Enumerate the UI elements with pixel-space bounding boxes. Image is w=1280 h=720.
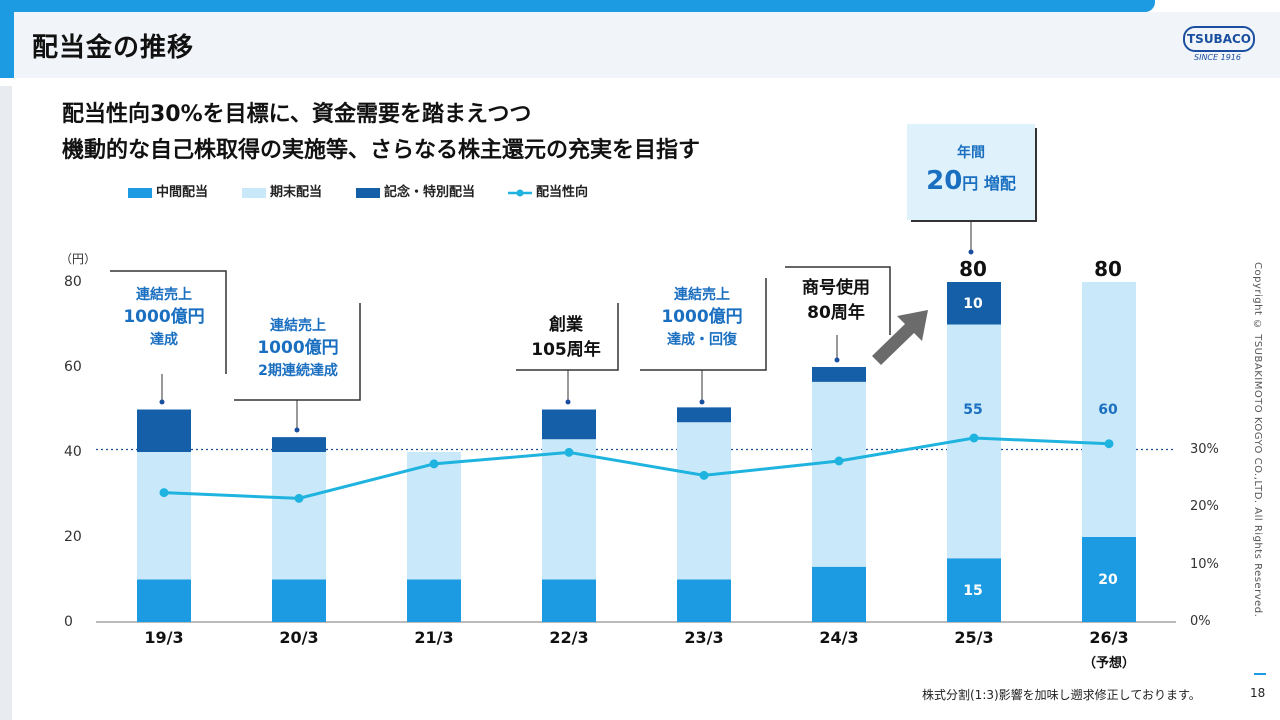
- y2-tick-10: 10%: [1190, 557, 1219, 572]
- legend-item-final: 期末配当: [242, 181, 322, 200]
- x-label-26-3: 26/3: [1089, 628, 1129, 647]
- bar-26-3-series-1: [1082, 282, 1136, 537]
- payout-ratio-point-26-3: [1104, 439, 1114, 449]
- y-axis-unit: （円）: [60, 252, 97, 266]
- note-bracket-2: [516, 303, 619, 371]
- x-label-24-3: 24/3: [819, 628, 859, 647]
- callout-leader-dot: [968, 249, 974, 255]
- bar-22-3-series-0: [542, 579, 596, 622]
- callout-box-corner: [911, 128, 1037, 222]
- company-logo: TSUBACO: [1183, 26, 1255, 52]
- segment-label-26-3-final: 60: [1098, 402, 1118, 418]
- y-tick-20: 20: [64, 529, 82, 545]
- bar-19-3-series-0: [137, 579, 191, 622]
- company-logo-sub: SINCE 1916: [1194, 53, 1241, 62]
- note-bracket-1: [234, 303, 361, 401]
- legend-item-interim: 中間配当: [128, 181, 208, 200]
- header-accent: [0, 12, 14, 78]
- bar-23-3-series-2: [677, 407, 731, 423]
- bar-19-3-series-1: [137, 452, 191, 580]
- payout-ratio-point-25-3: [969, 433, 979, 443]
- y-tick-80: 80: [64, 274, 82, 290]
- payout-ratio-point-20-3: [294, 493, 304, 503]
- x-label-25-3: 25/3: [954, 628, 994, 647]
- legend-item-payout-ratio: 配当性向: [508, 181, 588, 200]
- segment-label-25-3-special: 10: [963, 296, 983, 312]
- page-number: 18: [1250, 686, 1266, 700]
- left-margin-bar: [0, 86, 12, 720]
- x-sublabel-26-3: （予想）: [1082, 656, 1135, 671]
- footnote: 株式分割(1:3)影響を加味し遡求修正しております。: [922, 688, 1201, 702]
- page-number-accent: [1254, 673, 1266, 675]
- increase-callout: 年間 20円 増配: [907, 124, 1035, 220]
- bar-19-3-series-2: [137, 409, 191, 452]
- note-bracket-4: [785, 266, 891, 335]
- note-leader-dot-0: [159, 399, 165, 405]
- bar-22-3-series-1: [542, 439, 596, 580]
- headline-line-2: 機動的な自己株取得の実施等、さらなる株主還元の充実を目指す: [62, 138, 701, 163]
- y-tick-60: 60: [64, 359, 82, 375]
- bar-21-3-series-0: [407, 579, 461, 622]
- bar-24-3-series-2: [812, 367, 866, 382]
- bar-25-3-series-2: [947, 282, 1001, 325]
- x-label-20-3: 20/3: [279, 628, 319, 647]
- copyright: Copyright © TSUBAKIMOTO KOGYO CO.,LTD. A…: [1252, 262, 1263, 618]
- note-24-3: 商号使用 80周年: [802, 278, 870, 323]
- note-leader-dot-3: [699, 399, 705, 405]
- increase-arrow: [872, 310, 928, 365]
- y2-tick-30: 30%: [1190, 442, 1219, 457]
- x-label-21-3: 21/3: [414, 628, 454, 647]
- page-header: [0, 12, 1280, 78]
- note-bracket-3: [640, 278, 767, 371]
- payout-ratio-point-22-3: [564, 447, 574, 457]
- bar-26-3-series-0: [1082, 537, 1136, 622]
- bar-20-3-series-1: [272, 452, 326, 580]
- y2-tick-20: 20%: [1190, 499, 1219, 514]
- note-bracket-0: [110, 270, 227, 374]
- bar-24-3-series-1: [812, 381, 866, 567]
- bar-21-3-series-1: [407, 452, 461, 580]
- segment-label-25-3-final: 55: [963, 402, 983, 418]
- bar-23-3-series-0: [677, 579, 731, 622]
- callout-label: 年間: [957, 145, 985, 161]
- bar-20-3-series-2: [272, 437, 326, 452]
- x-label-23-3: 23/3: [684, 628, 724, 647]
- headline-line-1: 配当性向30%を目標に、資金需要を踏まえつつ: [62, 102, 532, 127]
- note-leader-dot-2: [565, 399, 571, 405]
- page-title: 配当金の推移: [32, 33, 195, 63]
- note-19-3: 連結売上 1000億円 達成: [123, 287, 205, 348]
- payout-ratio-point-23-3: [699, 470, 709, 480]
- legend-item-special: 記念・特別配当: [356, 181, 475, 200]
- callout-amount: 20円 増配: [926, 166, 1016, 196]
- bar-20-3-series-0: [272, 579, 326, 622]
- y-tick-0: 0: [64, 614, 73, 630]
- note-23-3: 連結売上 1000億円 達成・回復: [661, 287, 743, 348]
- x-label-19-3: 19/3: [144, 628, 184, 647]
- bar-22-3-series-2: [542, 409, 596, 440]
- payout-ratio-line: [163, 436, 1110, 500]
- payout-ratio-point-24-3: [834, 456, 844, 466]
- bar-25-3-series-0: [947, 558, 1001, 622]
- x-label-22-3: 22/3: [549, 628, 589, 647]
- bar-23-3-series-1: [677, 422, 731, 580]
- note-20-3: 連結売上 1000億円 2期連続達成: [257, 318, 339, 379]
- segment-label-25-3-interim: 15: [963, 583, 983, 599]
- total-label-26-3: 80: [1094, 257, 1122, 281]
- total-label-25-3: 80: [959, 257, 987, 281]
- note-leader-dot-1: [294, 427, 300, 433]
- note-22-3: 創業 105周年: [531, 315, 601, 360]
- segment-label-26-3-interim: 20: [1098, 572, 1118, 588]
- y-tick-40: 40: [64, 444, 82, 460]
- note-leader-dot-4: [834, 357, 840, 363]
- payout-ratio-point-19-3: [159, 488, 169, 498]
- top-accent-bar: [0, 0, 1155, 12]
- bar-24-3-series-0: [812, 566, 866, 622]
- payout-ratio-point-21-3: [429, 459, 439, 469]
- y2-tick-0: 0%: [1190, 614, 1211, 629]
